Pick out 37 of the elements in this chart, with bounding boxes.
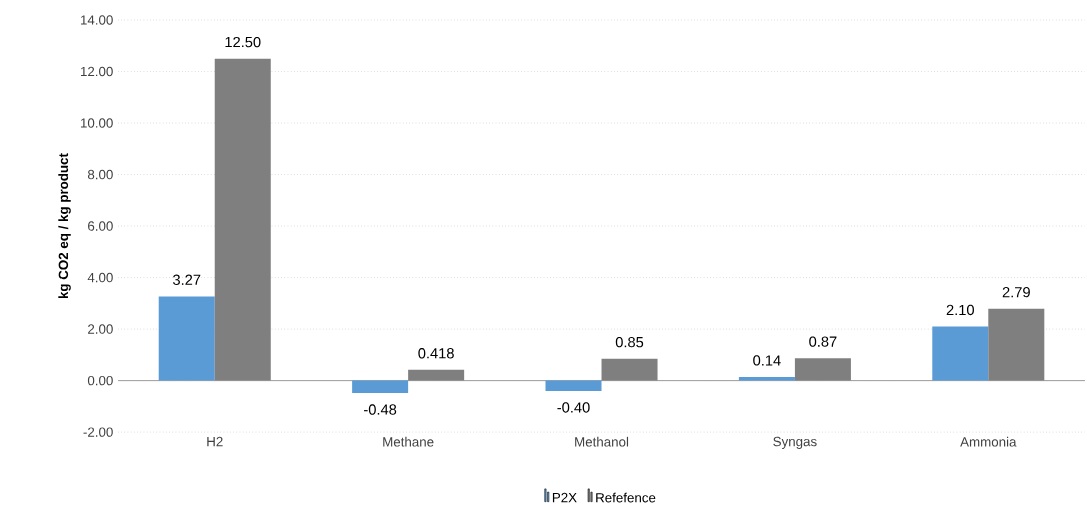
y-tick-label: 8.00 xyxy=(87,170,113,180)
bar xyxy=(214,58,271,381)
data-label: 0.85 xyxy=(615,337,644,348)
bar xyxy=(932,326,989,381)
bar xyxy=(988,308,1045,381)
data-label: 0.418 xyxy=(418,348,454,359)
data-label: 2.79 xyxy=(1002,287,1030,298)
y-tick-label: 12.00 xyxy=(80,66,113,77)
x-tick-label: Methanol xyxy=(575,437,629,447)
bar xyxy=(545,380,602,392)
bar xyxy=(601,358,658,381)
bar xyxy=(794,358,851,381)
x-tick-label: Ammonia xyxy=(960,437,1017,447)
bar xyxy=(352,380,409,394)
y-tick-label: 10.00 xyxy=(80,118,113,128)
legend-label: P2X xyxy=(552,493,577,503)
data-label: 3.27 xyxy=(173,274,201,286)
y-tick-label: 6.00 xyxy=(88,221,113,231)
data-label: -0.40 xyxy=(557,402,590,413)
y-tick-label: 4.00 xyxy=(87,273,113,283)
y-tick-label: 0.00 xyxy=(87,376,113,386)
bar xyxy=(738,377,795,381)
bar xyxy=(408,370,465,381)
data-label: 12.50 xyxy=(225,37,261,48)
data-label: 0.87 xyxy=(809,336,837,347)
y-tick-label: 2.00 xyxy=(88,324,113,334)
x-tick-label: Syngas xyxy=(773,437,817,450)
bar xyxy=(158,296,215,381)
data-label: -0.48 xyxy=(364,404,397,415)
y-axis-title: kg CO2 eq / kg product xyxy=(58,153,71,299)
data-label: 2.10 xyxy=(946,304,974,316)
legend-label: Refefence xyxy=(596,492,656,503)
x-tick-label: Methane xyxy=(383,437,434,447)
x-tick-label: H2 xyxy=(207,437,223,447)
y-tick-label: -2.00 xyxy=(83,427,113,438)
y-tick-label: 14.00 xyxy=(80,15,113,25)
data-label: 0.14 xyxy=(753,355,781,366)
